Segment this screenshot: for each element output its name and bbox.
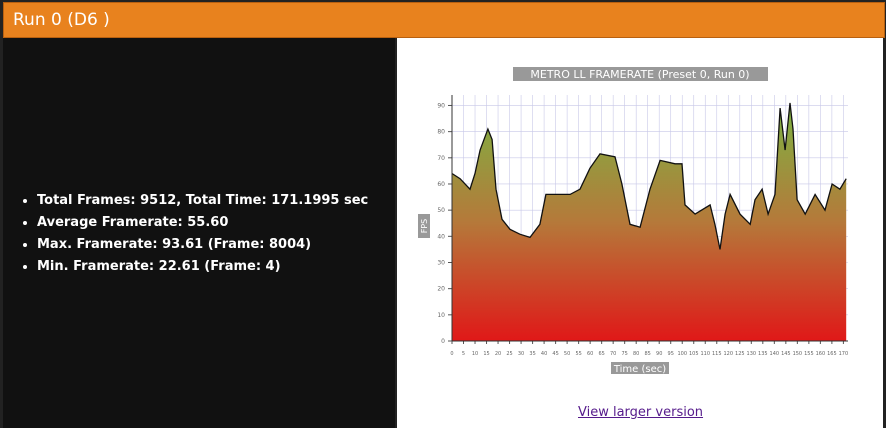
x-tick-label: 40	[541, 351, 547, 357]
x-tick-label: 25	[506, 351, 512, 357]
x-tick-label: 50	[564, 351, 570, 357]
x-tick-label: 155	[804, 351, 814, 357]
stat-item: Total Frames: 9512, Total Time: 171.1995…	[37, 193, 368, 208]
view-larger-link[interactable]: View larger version	[578, 405, 704, 420]
framerate-line	[451, 102, 847, 250]
x-tick-label: 20	[495, 351, 501, 357]
header-title: Run 0 (D6 )	[13, 10, 110, 30]
x-tick-label: 65	[598, 351, 604, 357]
chart-title: METRO LL FRAMERATE (Preset 0, Run 0)	[530, 68, 749, 81]
title-background	[513, 67, 768, 81]
y-tick-label: 10	[437, 312, 445, 319]
x-tick-label: 170	[839, 351, 849, 357]
x-tick-label: 10	[472, 351, 478, 357]
x-tick-label: 60	[587, 351, 593, 357]
y-tick-label: 60	[437, 181, 445, 188]
y-tick-label: 30	[437, 259, 445, 266]
x-axis-label: Time (sec)	[613, 364, 666, 375]
x-tick-label: 120	[724, 351, 734, 357]
ylabel-background	[418, 214, 430, 238]
x-tick-label: 70	[610, 351, 616, 357]
xlabel-background	[611, 362, 669, 374]
x-tick-label: 160	[816, 351, 826, 357]
x-tick-label: 0	[450, 351, 453, 357]
y-tick-label: 80	[437, 129, 445, 136]
y-tick-label: 90	[437, 102, 445, 109]
y-tick-label: 50	[437, 207, 445, 214]
x-tick-label: 95	[668, 351, 674, 357]
x-tick-label: 130	[747, 351, 757, 357]
x-tick-label: 35	[529, 351, 535, 357]
x-tick-label: 145	[781, 351, 791, 357]
x-tick-label: 90	[656, 351, 662, 357]
x-tick-label: 75	[621, 351, 627, 357]
y-tick-label: 20	[437, 286, 445, 293]
x-tick-label: 135	[758, 351, 768, 357]
y-axis-label: FPS	[420, 219, 429, 234]
x-tick-label: 45	[552, 351, 558, 357]
header-bar: Run 0 (D6 )	[3, 2, 885, 38]
y-tick-label: 0	[441, 338, 445, 345]
x-tick-label: 15	[483, 351, 489, 357]
x-tick-label: 105	[689, 351, 699, 357]
x-tick-label: 150	[793, 351, 803, 357]
x-tick-label: 30	[518, 351, 524, 357]
y-tick-label: 70	[437, 155, 445, 162]
stats-list: Total Frames: 9512, Total Time: 171.1995…	[19, 193, 368, 281]
x-tick-label: 165	[827, 351, 837, 357]
chart: METRO LL FRAMERATE (Preset 0, Run 0) Tim…	[418, 67, 849, 375]
x-tick-label: 115	[712, 351, 722, 357]
stat-item: Average Framerate: 55.60	[37, 215, 368, 230]
stat-item: Min. Framerate: 22.61 (Frame: 4)	[37, 259, 368, 274]
x-tick-label: 55	[575, 351, 581, 357]
x-tick-label: 100	[677, 351, 687, 357]
framerate-area	[452, 102, 847, 342]
x-tick-label: 5	[462, 351, 465, 357]
stat-item: Max. Framerate: 93.61 (Frame: 8004)	[37, 237, 368, 252]
x-tick-label: 85	[645, 351, 651, 357]
stats-panel: Total Frames: 9512, Total Time: 171.1995…	[3, 38, 395, 428]
x-tick-label: 125	[735, 351, 745, 357]
x-tick-label: 140	[770, 351, 780, 357]
x-tick-label: 80	[633, 351, 639, 357]
x-tick-label: 110	[700, 351, 710, 357]
y-tick-label: 40	[437, 233, 445, 240]
